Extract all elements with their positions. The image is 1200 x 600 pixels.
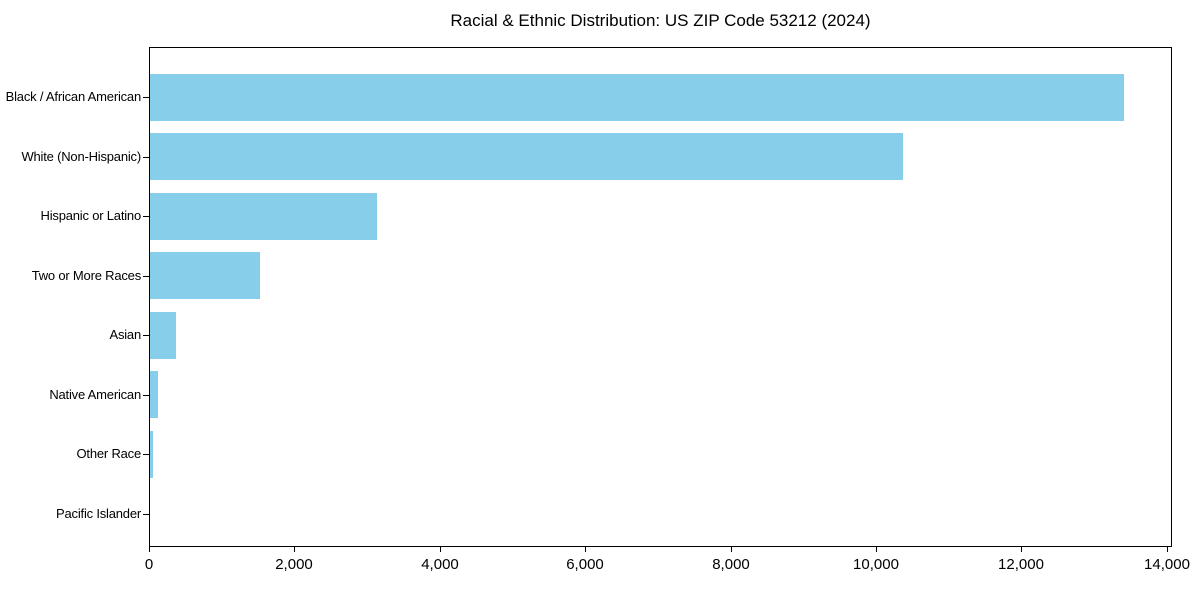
y-tick-mark <box>143 514 149 515</box>
y-tick-label: Hispanic or Latino <box>40 208 142 223</box>
y-tick-mark <box>143 454 149 455</box>
x-tick-label: 4,000 <box>421 556 459 573</box>
x-tick-label: 2,000 <box>275 556 313 573</box>
y-tick-mark <box>143 157 149 158</box>
bar-other-race <box>150 430 153 478</box>
y-tick-label: Other Race <box>76 446 142 461</box>
y-tick-mark <box>143 395 149 396</box>
y-tick-label: Asian <box>109 327 141 342</box>
y-tick-label: Pacific Islander <box>56 506 141 521</box>
x-tick-label: 8,000 <box>712 556 750 573</box>
x-tick-mark <box>440 547 441 552</box>
x-tick-mark <box>731 547 732 552</box>
y-tick-mark <box>143 216 149 217</box>
y-tick-label: White (Non-Hispanic) <box>21 149 141 164</box>
bar-asian <box>150 311 176 359</box>
y-tick-label: Two or More Races <box>31 268 142 283</box>
bar-black-african-american <box>150 73 1124 121</box>
x-tick-label: 14,000 <box>1144 556 1190 573</box>
bar-hispanic-or-latino <box>150 192 377 240</box>
x-tick-mark <box>585 547 586 552</box>
y-tick-mark <box>143 97 149 98</box>
y-tick-mark <box>143 335 149 336</box>
plot-area <box>149 47 1172 547</box>
y-tick-label: Black / African American <box>5 89 142 104</box>
bar-native-american <box>150 371 158 419</box>
x-tick-label: 12,000 <box>998 556 1044 573</box>
y-tick-label: Native American <box>49 387 141 402</box>
x-tick-mark <box>294 547 295 552</box>
chart-title: Racial & Ethnic Distribution: US ZIP Cod… <box>450 11 871 30</box>
x-tick-label: 6,000 <box>566 556 604 573</box>
x-tick-label: 10,000 <box>853 556 899 573</box>
bar-two-or-more-races <box>150 252 260 300</box>
bar-white-non-hispanic <box>150 133 903 181</box>
x-tick-mark <box>1167 547 1168 552</box>
x-tick-mark <box>149 547 150 552</box>
x-tick-label: 0 <box>144 556 154 573</box>
x-tick-mark <box>876 547 877 552</box>
x-tick-mark <box>1021 547 1022 552</box>
y-tick-mark <box>143 276 149 277</box>
